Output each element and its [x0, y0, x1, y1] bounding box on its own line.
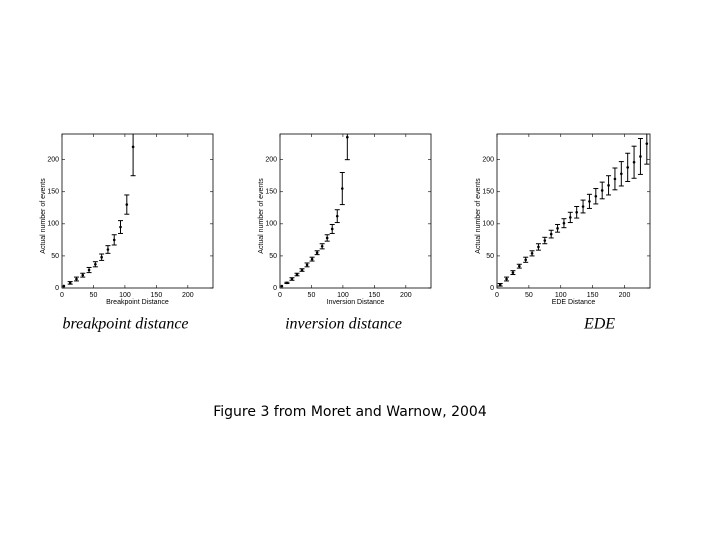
x-tick-label: 50 — [90, 292, 98, 299]
x-tick-label: 50 — [308, 292, 316, 299]
point — [290, 277, 294, 281]
chart-subtitle: EDE — [583, 316, 615, 333]
point — [62, 284, 66, 288]
x-tick-label: 150 — [587, 292, 599, 299]
point — [81, 273, 85, 277]
x-tick-label: 100 — [555, 292, 567, 299]
plot-frame — [279, 133, 432, 289]
point — [549, 232, 553, 236]
point — [280, 284, 284, 288]
x-tick-label: 200 — [182, 292, 194, 299]
point — [600, 189, 604, 192]
point — [632, 160, 636, 164]
point — [575, 210, 578, 214]
y-tick-label: 50 — [51, 253, 59, 260]
y-tick-label: 50 — [269, 253, 277, 260]
y-axis-label: Actual number of events — [475, 178, 482, 254]
point — [100, 255, 103, 259]
point — [537, 245, 540, 249]
y-tick-label: 200 — [265, 157, 277, 164]
y-tick-label: 200 — [47, 157, 59, 164]
point — [620, 172, 623, 176]
point — [556, 227, 559, 230]
x-tick-label: 100 — [337, 292, 349, 299]
point — [305, 263, 309, 267]
figure-caption: Figure 3 from Moret and Warnow, 2004 — [213, 404, 487, 420]
point — [569, 216, 572, 219]
point — [300, 268, 304, 272]
point — [75, 277, 78, 281]
chart-subtitle: breakpoint distance — [62, 316, 188, 333]
y-tick-label: 100 — [265, 221, 277, 228]
y-tick-label: 100 — [482, 221, 494, 228]
point — [320, 244, 324, 248]
point — [346, 135, 349, 139]
point — [106, 248, 110, 251]
point — [310, 257, 314, 261]
x-axis-label: Breakpoint Distance — [106, 299, 169, 306]
y-tick-label: 150 — [265, 189, 277, 196]
y-tick-label: 150 — [47, 189, 59, 196]
point — [295, 273, 299, 276]
plot-area — [62, 134, 136, 288]
point — [530, 252, 534, 255]
point — [562, 221, 566, 225]
point — [335, 214, 339, 218]
x-tick-label: 200 — [400, 292, 412, 299]
point — [645, 142, 649, 145]
plot-area — [280, 134, 350, 288]
point — [505, 277, 508, 281]
point — [325, 236, 329, 240]
point — [511, 271, 515, 274]
point — [594, 194, 598, 198]
point — [94, 262, 97, 266]
chart-subtitle: inversion distance — [285, 316, 402, 333]
point — [639, 155, 642, 158]
point — [285, 281, 289, 285]
y-axis-label: Actual number of events — [258, 178, 265, 254]
x-tick-label: 0 — [60, 292, 64, 299]
x-tick-label: 100 — [119, 292, 131, 299]
y-tick-label: 0 — [55, 285, 59, 292]
point — [87, 268, 91, 272]
point — [125, 203, 129, 206]
x-tick-label: 150 — [151, 292, 163, 299]
y-tick-label: 50 — [486, 253, 494, 260]
point — [626, 166, 629, 169]
point — [112, 238, 116, 242]
y-axis-label: Actual number of events — [40, 178, 47, 254]
x-tick-label: 0 — [495, 292, 499, 299]
x-tick-label: 50 — [525, 292, 533, 299]
y-tick-label: 0 — [273, 285, 277, 292]
plot-frame — [496, 133, 651, 289]
x-tick-label: 0 — [278, 292, 282, 299]
point — [524, 258, 527, 262]
point — [588, 200, 591, 203]
point — [518, 264, 521, 268]
point — [607, 184, 610, 187]
x-tick-label: 150 — [369, 292, 381, 299]
point — [315, 251, 319, 255]
point — [543, 239, 547, 242]
point — [68, 281, 72, 285]
plot-frame — [61, 133, 214, 289]
x-axis-label: Inversion Distance — [327, 299, 385, 306]
y-tick-label: 100 — [47, 221, 59, 228]
plot-area — [497, 134, 650, 287]
y-tick-label: 150 — [482, 189, 494, 196]
point — [613, 177, 617, 181]
point — [131, 145, 135, 149]
y-tick-label: 0 — [490, 285, 494, 292]
x-axis-label: EDE Distance — [552, 299, 596, 306]
point — [330, 227, 334, 231]
point — [119, 225, 122, 229]
x-tick-label: 200 — [619, 292, 631, 299]
point — [498, 283, 502, 287]
point — [340, 187, 344, 190]
y-tick-label: 200 — [482, 157, 494, 164]
point — [581, 205, 585, 208]
